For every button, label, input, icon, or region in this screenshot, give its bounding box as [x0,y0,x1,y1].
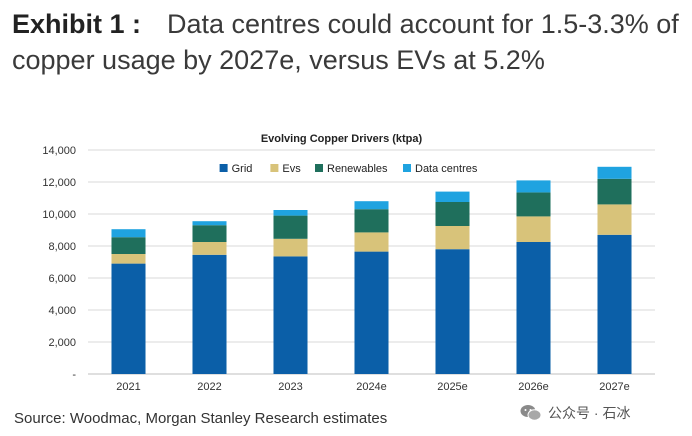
y-tick-label: 2,000 [48,337,76,349]
exhibit-heading: Exhibit 1 : Data centres could account fo… [12,6,680,78]
bar-grid [273,256,308,374]
bar-evs [354,232,389,252]
bar-renewables [354,209,389,233]
bar-data-centres [435,191,470,202]
bar-evs [192,242,227,255]
legend-swatch [270,164,279,172]
bar-data-centres [192,221,227,226]
legend-swatch [219,164,228,172]
chart-title: Evolving Copper Drivers (ktpa) [261,133,423,145]
x-tick-label: 2022 [197,381,221,393]
bar-evs [516,216,551,242]
x-tick-label: 2021 [116,381,140,393]
watermark: 公众号 · 石冰 [520,403,630,423]
stacked-bar-chart: Evolving Copper Drivers (ktpa) - 2,000 4,00… [42,133,655,393]
bar-renewables [435,202,470,226]
bar-grid [192,254,227,374]
y-tick-label: 4,000 [48,305,76,317]
bar-grid [111,263,146,374]
bar-data-centres [111,229,146,238]
watermark-text: 公众号 · 石冰 [548,405,631,421]
x-tick-label: 2024e [356,381,387,393]
bar-evs [597,204,632,235]
bar-renewables [111,237,146,254]
legend-swatch [315,164,323,172]
y-tick-label: 10,000 [42,209,76,221]
bar-renewables [597,178,632,205]
bar-data-centres [597,166,632,179]
x-tick-label: 2023 [278,381,302,393]
bar-data-centres [273,210,308,216]
bar-grid [597,234,632,374]
y-tick-label: 14,000 [42,145,76,157]
legend-label: Grid [232,163,253,175]
x-tick-label: 2026e [518,381,549,393]
legend-swatch [403,164,411,172]
bar-grid [516,242,551,374]
wechat-icon [520,405,542,421]
bar-evs [111,254,146,264]
exhibit-label: Exhibit 1 : [12,9,142,39]
legend-label: Evs [282,163,301,175]
legend-label: Renewables [327,163,388,175]
y-tick-label: 8,000 [48,241,76,253]
x-tick-label: 2027e [599,381,630,393]
bar-grid [435,249,470,374]
source-note: Source: Woodmac, Morgan Stanley Research… [14,410,388,427]
bar-data-centres [516,180,551,193]
y-tick-label: 6,000 [48,273,76,285]
bar-data-centres [354,201,389,210]
exhibit-title: Data centres could account for 1.5-3.3% … [12,9,679,75]
bar-renewables [273,215,308,239]
bar-renewables [192,225,227,242]
x-tick-label: 2025e [437,381,468,393]
bar-evs [435,226,470,250]
y-tick-label: - [72,369,76,381]
bar-renewables [516,192,551,217]
bar-evs [273,238,308,257]
legend-label: Data centres [415,163,478,175]
bar-grid [354,251,389,374]
y-tick-label: 12,000 [42,177,76,189]
